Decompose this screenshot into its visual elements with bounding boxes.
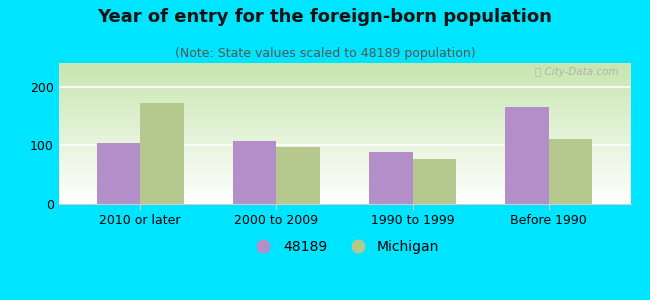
Text: Year of entry for the foreign-born population: Year of entry for the foreign-born popul… <box>98 8 552 26</box>
Bar <box>276 147 320 204</box>
Bar <box>413 159 456 204</box>
Bar <box>369 152 413 204</box>
Bar <box>549 140 592 204</box>
Bar <box>505 107 549 204</box>
Text: (Note: State values scaled to 48189 population): (Note: State values scaled to 48189 popu… <box>175 46 475 59</box>
Text: Ⓢ City-Data.com: Ⓢ City-Data.com <box>536 67 619 77</box>
Bar <box>233 140 276 204</box>
Bar <box>140 103 184 204</box>
Legend: 48189, Michigan: 48189, Michigan <box>244 234 445 259</box>
Bar <box>97 143 140 204</box>
